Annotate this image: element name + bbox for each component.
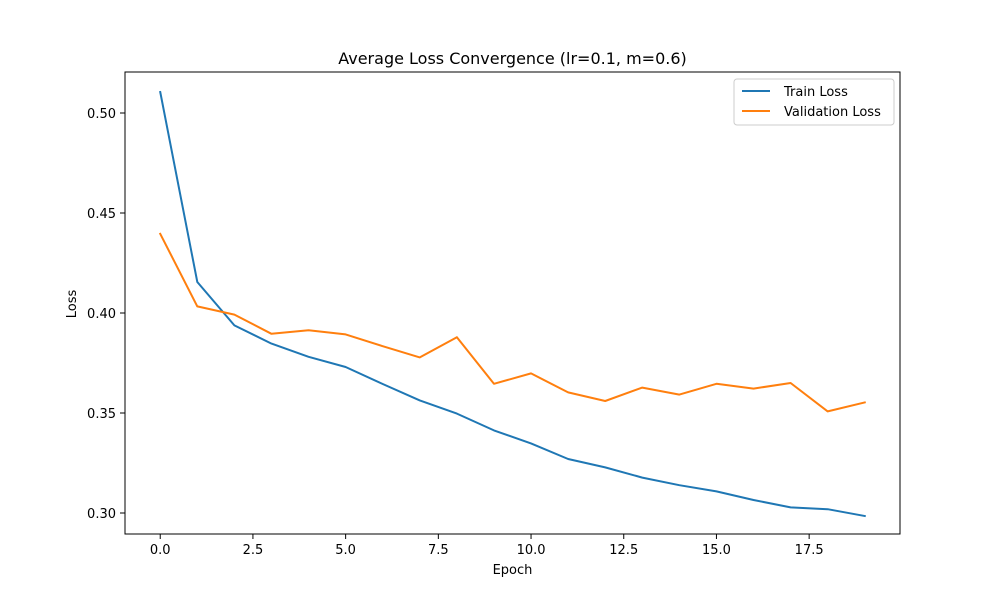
y-tick-label: 0.45 bbox=[87, 207, 116, 222]
x-axis-label: Epoch bbox=[493, 563, 533, 578]
legend-label: Validation Loss bbox=[784, 105, 881, 120]
plot-area: 0.0 2.5 5.0 7.5 10.0 12.5 15.0 17.5 0.30 0.35 0.40… bbox=[87, 71, 901, 558]
x-tick-label: 0.0 bbox=[150, 543, 171, 558]
x-tick-label: 15.0 bbox=[702, 543, 731, 558]
y-tick-label: 0.35 bbox=[87, 407, 116, 422]
x-tick-label: 7.5 bbox=[428, 543, 449, 558]
legend: Train Loss Validation Loss bbox=[733, 78, 895, 126]
x-tick-label: 10.0 bbox=[517, 543, 546, 558]
legend-box bbox=[733, 78, 895, 126]
y-axis-label: Loss bbox=[65, 290, 80, 319]
x-tick-label: 5.0 bbox=[335, 543, 356, 558]
chart-title: Average Loss Convergence (lr=0.1, m=0.6) bbox=[338, 49, 687, 68]
y-tick-label: 0.30 bbox=[87, 507, 116, 522]
x-tick-label: 12.5 bbox=[609, 543, 638, 558]
series-line-train-loss bbox=[159, 90, 866, 518]
y-tick-label: 0.50 bbox=[87, 107, 116, 122]
series-line-validation-loss bbox=[158, 232, 866, 413]
x-tick-label: 2.5 bbox=[243, 543, 264, 558]
x-tick-label: 17.5 bbox=[795, 543, 824, 558]
y-tick-label: 0.40 bbox=[87, 307, 116, 322]
axes-frame bbox=[124, 71, 901, 535]
legend-label: Train Loss bbox=[783, 85, 848, 100]
